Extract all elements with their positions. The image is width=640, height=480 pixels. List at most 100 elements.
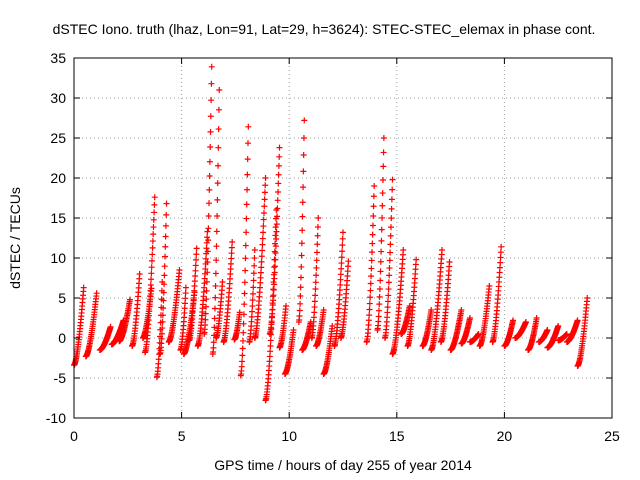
data-point — [148, 257, 155, 264]
data-point — [193, 256, 200, 263]
data-point — [149, 238, 156, 245]
data-point — [315, 215, 322, 221]
data-point — [339, 248, 346, 255]
y-tick-label: 5 — [58, 290, 66, 306]
data-point — [313, 264, 320, 271]
data-point — [262, 175, 269, 181]
data-point — [311, 304, 318, 311]
data-point — [213, 257, 220, 264]
data-point — [497, 259, 504, 266]
data-point — [182, 290, 189, 297]
y-tick-label: -10 — [46, 410, 66, 426]
data-point — [271, 269, 278, 276]
data-point — [338, 265, 345, 272]
data-point — [522, 319, 529, 325]
data-point — [371, 183, 378, 189]
data-point — [244, 140, 251, 147]
data-point — [314, 224, 321, 231]
data-point — [203, 239, 210, 246]
data-point — [215, 162, 222, 169]
data-point — [250, 277, 257, 284]
data-point — [300, 152, 307, 159]
data-point — [243, 229, 250, 236]
data-point — [215, 126, 222, 133]
data-point — [337, 271, 344, 278]
y-axis-title: dSTEC / TECUs — [7, 187, 23, 289]
data-point — [208, 80, 215, 87]
data-point — [244, 171, 251, 178]
data-point — [210, 344, 217, 351]
data-point — [242, 255, 249, 262]
data-point — [369, 222, 376, 229]
data-point — [214, 213, 221, 220]
data-point — [210, 339, 217, 346]
data-point — [563, 331, 570, 337]
data-point — [314, 249, 321, 256]
data-point — [275, 180, 282, 187]
x-tick-label: 15 — [389, 428, 405, 444]
data-point — [215, 144, 222, 151]
data-point — [202, 255, 209, 262]
data-point — [207, 113, 214, 120]
data-point — [158, 330, 165, 337]
data-point — [300, 184, 307, 191]
data-point — [206, 173, 213, 180]
data-point — [260, 216, 267, 223]
data-point — [204, 259, 211, 266]
data-point — [257, 269, 264, 276]
data-point — [227, 271, 234, 278]
data-point — [216, 87, 223, 93]
data-point — [182, 300, 189, 307]
data-point — [240, 311, 247, 318]
data-point — [271, 263, 278, 270]
data-point — [107, 323, 114, 330]
data-point — [212, 294, 219, 301]
data-point — [385, 292, 392, 299]
data-point — [260, 209, 267, 216]
data-point — [241, 301, 248, 308]
data-point — [227, 260, 234, 267]
data-point — [272, 224, 279, 231]
data-point — [298, 252, 305, 259]
chart-title: dSTEC Iono. truth (lhaz, Lon=91, Lat=29,… — [53, 21, 596, 37]
data-point — [207, 144, 214, 151]
data-point — [161, 272, 168, 279]
data-point — [212, 282, 219, 289]
data-point — [466, 315, 473, 321]
data-point — [486, 283, 493, 289]
data-point — [205, 213, 212, 220]
data-point — [126, 296, 133, 303]
data-point — [370, 193, 377, 200]
data-point — [275, 162, 282, 169]
data-point — [388, 215, 395, 222]
data-point — [340, 229, 346, 236]
data-point — [312, 279, 319, 286]
data-point — [176, 267, 183, 273]
data-point — [366, 312, 373, 319]
data-point — [148, 270, 155, 277]
data-point — [385, 279, 392, 286]
data-point — [214, 196, 221, 203]
data-point — [162, 233, 169, 240]
data-point — [148, 276, 155, 283]
data-point — [378, 237, 385, 244]
data-point — [192, 273, 199, 280]
data-point — [272, 256, 279, 263]
data-point — [299, 227, 306, 234]
data-point — [274, 205, 281, 212]
y-tick-label: 30 — [50, 90, 66, 106]
data-point — [496, 264, 503, 271]
data-point — [338, 260, 345, 267]
data-point — [271, 248, 278, 255]
data-point — [266, 353, 273, 360]
data-point — [400, 247, 407, 253]
data-point — [376, 293, 383, 300]
data-point — [261, 196, 268, 203]
data-point — [270, 292, 277, 299]
data-point — [260, 229, 267, 236]
data-point — [385, 286, 392, 293]
data-point — [204, 269, 211, 276]
data-point — [203, 287, 210, 294]
data-point — [208, 63, 215, 70]
data-point — [249, 297, 256, 304]
